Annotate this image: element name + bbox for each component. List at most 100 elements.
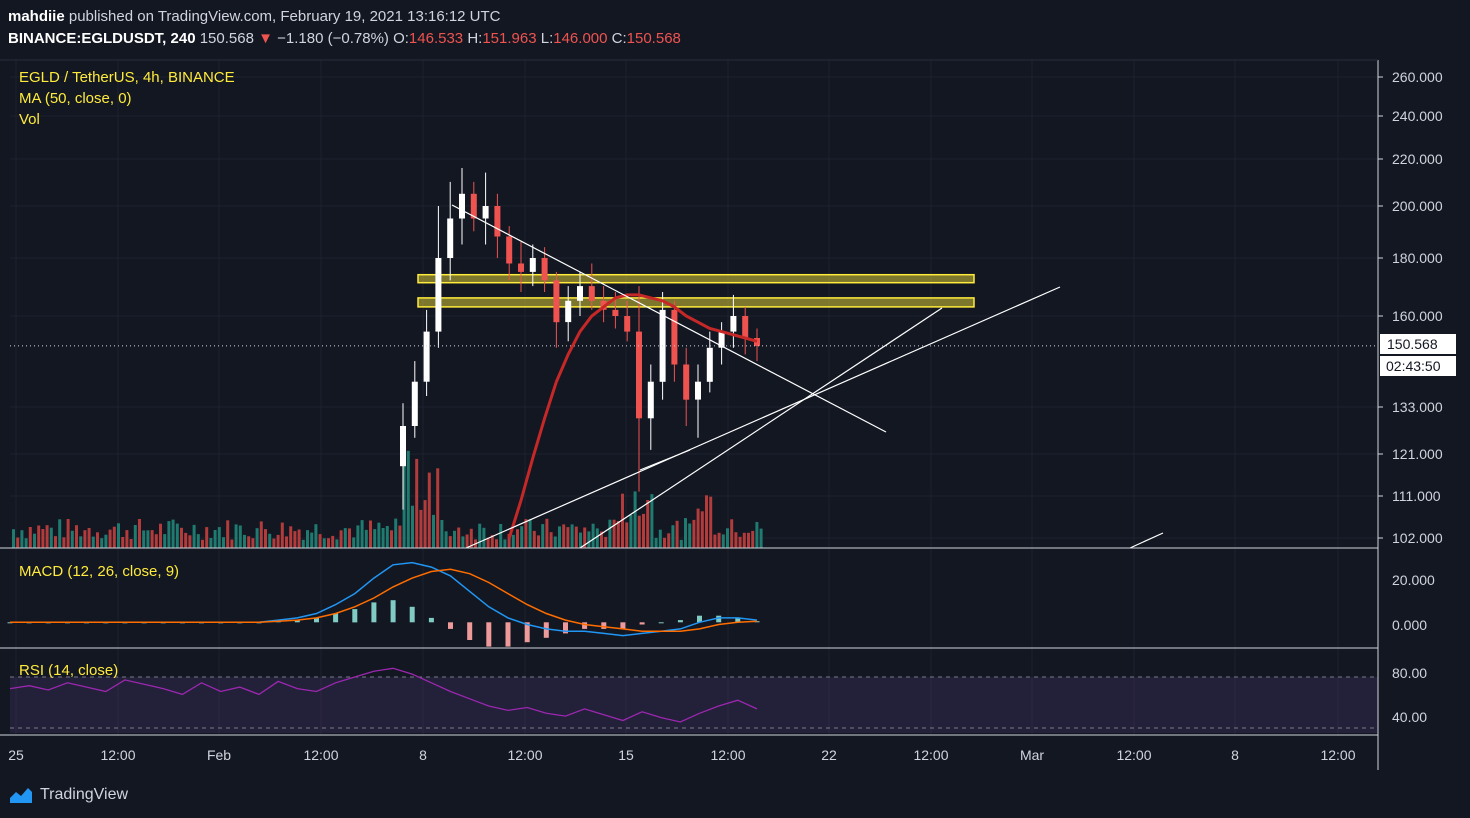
volume-bar (201, 539, 204, 548)
volume-bar (117, 523, 120, 548)
last-price: 150.568 (199, 30, 254, 47)
volume-bar (314, 524, 318, 548)
candlesticks (10, 168, 1378, 510)
volume-bar (293, 531, 297, 548)
volume-bar (679, 539, 683, 548)
resistance-zones (417, 273, 975, 308)
axes: 260.000240.000220.000200.000180.000160.0… (8, 69, 1443, 763)
volume-bar (650, 494, 654, 548)
volume-bar (146, 530, 150, 548)
volume-bar (54, 536, 57, 548)
candle-body (494, 206, 501, 237)
macd-histogram-bar (697, 615, 702, 623)
volume-bar (259, 521, 263, 548)
low-label: L: (540, 30, 554, 47)
signal-line (10, 568, 758, 632)
volume-bar (558, 526, 561, 548)
volume-bar (478, 523, 482, 548)
candle-body (754, 338, 760, 346)
macd-histogram-bar (314, 617, 319, 623)
candle-body (459, 193, 465, 219)
volume-bar (272, 538, 276, 548)
volume-bar (247, 536, 251, 548)
volume-bar (24, 538, 28, 548)
volume-bar (415, 458, 419, 548)
volume-bar (742, 532, 746, 548)
volume-bar (167, 521, 171, 548)
trendline-4 (1129, 532, 1164, 549)
volume-bar (209, 538, 213, 548)
interval-label: 240 (170, 30, 196, 47)
time-tick-label: 12:00 (507, 747, 542, 763)
volume-bar (276, 534, 280, 548)
candle-body (695, 381, 701, 400)
volume-bar (553, 536, 557, 548)
volume-bar (369, 520, 372, 548)
volume-bar (667, 533, 671, 548)
volume-bar (663, 537, 666, 548)
volume-bar (16, 537, 20, 548)
volume-bar (289, 526, 293, 548)
time-tick-label: 12:00 (710, 747, 745, 763)
low-value: 146.000 (553, 30, 608, 47)
footer-brand[interactable]: TradingView (8, 784, 128, 806)
volume-bar (633, 491, 637, 548)
volume-bar (675, 520, 679, 548)
volume-bar (163, 534, 167, 548)
volume-bar (255, 528, 259, 548)
volume-bar (566, 527, 570, 548)
candle-body (411, 381, 418, 426)
volume-bar (373, 529, 377, 548)
macd-pane (7, 561, 760, 647)
macd-histogram-bar (486, 622, 492, 647)
rsi-tick-label: 40.00 (1392, 709, 1427, 725)
volume-bar (528, 519, 532, 548)
price-tick-label: 133.000 (1392, 399, 1443, 415)
volume-bar (217, 527, 221, 548)
volume-bar (755, 522, 759, 548)
volume-bar (427, 472, 431, 548)
volume-bar (579, 532, 582, 548)
volume-bar (595, 528, 599, 548)
author-name[interactable]: mahdiie (8, 8, 65, 25)
volume-bar (587, 531, 591, 548)
volume-bar (524, 519, 528, 548)
volume-bar (297, 529, 301, 548)
candle-body (470, 193, 477, 219)
volume-bar (629, 514, 633, 548)
volume-bar (688, 523, 692, 548)
macd-histogram-bar (352, 609, 358, 623)
volume-bar (621, 493, 624, 548)
pane-frame (0, 59, 1379, 770)
trendlines[interactable] (451, 204, 1164, 549)
volume-bar (58, 519, 62, 548)
candle-body (577, 286, 583, 301)
volume-bar (684, 518, 687, 548)
volume-bar (377, 522, 381, 548)
volume-bar (175, 523, 179, 548)
volume-bar (419, 509, 423, 548)
volume-bar (726, 528, 729, 548)
volume-bar (352, 537, 356, 548)
volume-bar (642, 513, 645, 548)
candle-body (671, 309, 678, 365)
volume-bar (507, 533, 511, 548)
volume-bar (457, 527, 461, 548)
candle-body (683, 364, 690, 400)
volume-bar (138, 519, 141, 548)
volume-bar (280, 522, 284, 548)
volume-bar (549, 532, 553, 548)
volume-bar (184, 532, 188, 548)
volume-bar (448, 536, 452, 548)
macd-histogram-bar (658, 622, 664, 624)
ma-legend: MA (50, close, 0) (19, 90, 132, 107)
volume-bar (251, 538, 255, 548)
macd-histogram-bar (505, 622, 511, 647)
rsi-legend: RSI (14, close) (19, 662, 118, 679)
volume-bar (385, 526, 389, 548)
volume-bar (625, 522, 629, 548)
volume-bar (112, 526, 116, 548)
volume-bar (133, 525, 137, 548)
resistance-zone-0 (417, 273, 975, 284)
